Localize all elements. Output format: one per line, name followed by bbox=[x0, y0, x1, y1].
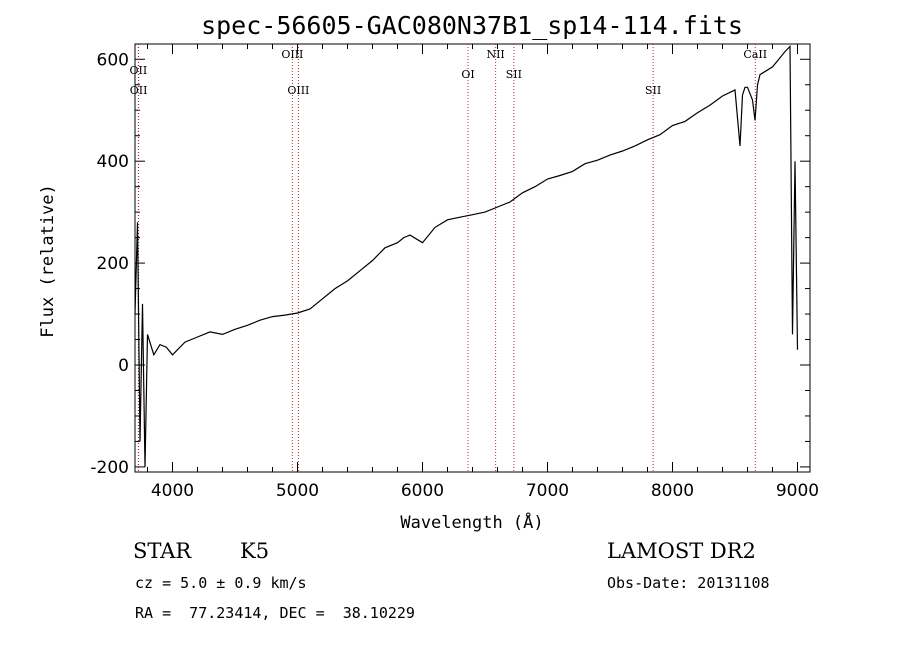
x-tick-label: 7000 bbox=[526, 481, 569, 501]
x-tick-label: 9000 bbox=[776, 481, 819, 501]
velocity-text: cz = 5.0 ± 0.9 km/s bbox=[135, 574, 307, 592]
chart-title: spec-56605-GAC080N37B1_sp14-114.fits bbox=[201, 11, 743, 40]
emission-line-label: OIII bbox=[281, 48, 303, 61]
y-tick-label: 600 bbox=[97, 50, 129, 70]
spectrum-series bbox=[134, 45, 799, 467]
y-tick-label: 400 bbox=[97, 152, 129, 172]
x-tick-label: 6000 bbox=[401, 481, 444, 501]
emission-line-label: SII bbox=[506, 68, 522, 81]
emission-line-label: OII bbox=[130, 64, 148, 77]
object-subclass: K5 bbox=[240, 539, 270, 563]
axis-ticks: 4000 5000 6000 7000 8000 9000 -200 0 200 400 600 bbox=[90, 44, 819, 501]
coordinates-text: RA = 77.23414, DEC = 38.10229 bbox=[135, 604, 415, 622]
survey-name: LAMOST DR2 bbox=[607, 539, 756, 563]
y-tick-label: 0 bbox=[118, 356, 129, 376]
x-tick-label: 5000 bbox=[276, 481, 319, 501]
spectrum-line bbox=[134, 45, 799, 467]
emission-line-label: CaII bbox=[743, 48, 767, 61]
emission-line-label: NII bbox=[486, 48, 504, 61]
emission-line-label: OI bbox=[461, 68, 474, 81]
emission-line-label: OIII bbox=[287, 84, 309, 97]
plot-frame bbox=[134, 43, 811, 473]
x-tick-label: 8000 bbox=[651, 481, 694, 501]
emission-line-label: OII bbox=[130, 84, 148, 97]
x-axis-label: Wavelength (Å) bbox=[400, 511, 543, 533]
y-tick-label: 200 bbox=[97, 254, 129, 274]
obs-date-text: Obs-Date: 20131108 bbox=[607, 574, 770, 592]
emission-line-label: SII bbox=[645, 84, 661, 97]
y-axis-label: Flux (relative) bbox=[38, 184, 58, 338]
x-tick-label: 4000 bbox=[151, 481, 194, 501]
object-class: STAR bbox=[133, 539, 192, 563]
y-tick-label: -200 bbox=[90, 458, 129, 478]
